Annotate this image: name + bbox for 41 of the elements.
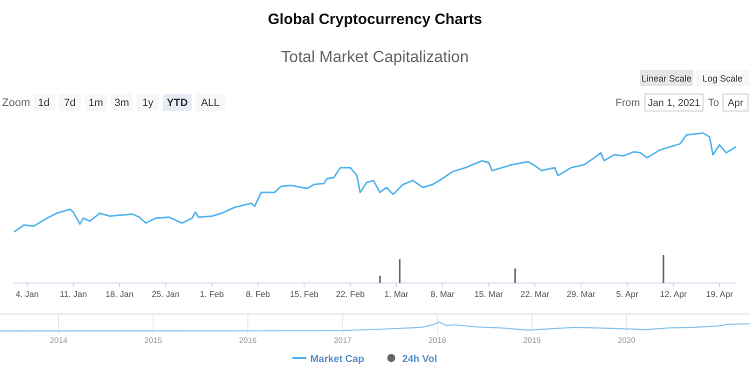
- text: Zoom: [2, 97, 30, 109]
- zoom-button: ALL: [196, 94, 225, 111]
- x-tick-label: 15. Feb: [290, 289, 319, 299]
- text: From: [616, 97, 640, 109]
- x-tick-label: 2016: [238, 336, 258, 345]
- scale-button: Linear Scale: [640, 70, 693, 86]
- x-tick-label: 1. Mar: [384, 289, 409, 299]
- date-field: Apr: [722, 94, 748, 112]
- x-tick-label: 11. Jan: [60, 289, 88, 299]
- x-tick-label: 2014: [50, 336, 68, 345]
- date-field: Jan 1, 2021: [644, 94, 704, 112]
- zoom-button: 3m: [110, 94, 133, 111]
- x-tick-label: 18. Jan: [106, 289, 134, 299]
- zoom-button: 1y: [136, 94, 159, 111]
- x-tick-label: 1. Feb: [200, 289, 224, 299]
- x-tick-label: 4. Jan: [16, 289, 40, 299]
- x-tick-label: 29. Mar: [566, 289, 596, 299]
- zoom-button: YTD: [162, 94, 192, 111]
- x-tick-label: 8. Mar: [430, 289, 455, 299]
- x-tick-label: 15. Mar: [474, 289, 504, 299]
- x-tick-label: 25. Jan: [152, 289, 180, 299]
- x-tick-label: 2018: [428, 336, 447, 345]
- x-tick-label: 2020: [618, 336, 636, 345]
- legend-label: 24h Vol: [402, 354, 438, 365]
- zoom-button: 1m: [84, 94, 107, 111]
- x-tick-label: 12. Apr: [660, 289, 687, 299]
- x-tick-label: 2017: [334, 336, 352, 345]
- x-tick-label: 2019: [523, 336, 542, 345]
- x-tick-label: 22. Mar: [520, 289, 550, 299]
- x-tick-label: 2015: [144, 336, 163, 345]
- zoom-button: 7d: [58, 94, 81, 111]
- x-tick-label: 19. Apr: [706, 289, 734, 299]
- x-tick-label: 22. Feb: [336, 289, 365, 299]
- chart-title: Global Cryptocurrency Charts: [268, 11, 482, 28]
- chart-subtitle: Total Market Capitalization: [281, 49, 469, 66]
- legend-label: Market Cap: [310, 354, 364, 365]
- x-tick-label: 8. Feb: [246, 289, 270, 299]
- x-tick-label: 5. Apr: [616, 289, 638, 299]
- scale-button: Log Scale: [696, 70, 749, 86]
- zoom-button: 1d: [32, 94, 55, 111]
- text: To: [708, 97, 720, 109]
